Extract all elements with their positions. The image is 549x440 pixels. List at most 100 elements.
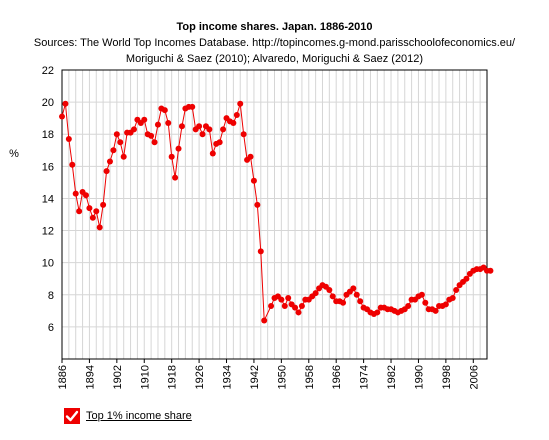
data-point [69,161,76,168]
data-point [100,201,107,208]
legend-label[interactable]: Top 1% income share [86,410,192,422]
data-point [340,299,347,306]
x-tick-label: 2006 [468,365,480,389]
x-tick-label: 1934 [222,365,234,389]
data-point [374,309,381,316]
data-point [96,224,103,231]
data-point [62,100,69,107]
data-point [110,147,117,154]
data-point [148,132,155,139]
x-tick-label: 1998 [441,365,453,389]
y-tick-label: 8 [48,290,54,302]
data-point [65,136,72,143]
data-point [89,214,96,221]
data-point [113,131,120,138]
data-point [353,291,360,298]
data-point [216,139,223,146]
data-point [76,208,83,215]
data-point [247,153,254,160]
data-point [292,304,299,311]
data-point [106,158,113,165]
x-axis: 1886 1894 1902 1910 1918 1926 1934 1942 1950 1958… [57,359,480,389]
x-tick-label: 1926 [194,365,206,389]
data-point [165,119,172,126]
data-point [120,153,127,160]
data-point [103,168,110,175]
data-point [141,116,148,123]
data-point [350,285,357,292]
chart-grid [61,69,488,360]
data-point [199,131,206,138]
data-point [453,286,460,293]
y-axis: 6 8 10 12 14 16 18 20 22 [42,65,54,334]
data-point [357,298,364,305]
data-point [130,126,137,133]
data-point [86,205,93,212]
data-point [442,301,449,308]
data-point [161,107,168,114]
data-point [312,290,319,297]
data-point [261,317,268,324]
data-point [117,139,124,146]
y-tick-label: 6 [48,322,54,334]
y-tick-label: 16 [42,161,54,173]
data-point [209,150,216,157]
x-tick-label: 1990 [413,365,425,389]
y-tick-label: 14 [42,193,54,205]
data-point [59,113,65,120]
x-tick-label: 1974 [359,365,371,389]
x-tick-label: 1966 [331,365,343,389]
data-point [268,303,275,310]
series-line [61,103,491,321]
y-tick-label: 22 [42,65,54,77]
legend-checkbox-icon[interactable] [64,408,80,424]
data-point [151,139,158,146]
data-point [196,123,203,130]
data-point [154,121,161,128]
plot-area-border [61,69,488,360]
data-point [285,294,292,301]
data-point [230,119,237,126]
data-point [237,100,244,107]
legend[interactable]: Top 1% income share [64,406,192,426]
y-axis-label: % [9,148,19,160]
data-point [82,192,89,199]
data-point [172,174,179,181]
x-tick-label: 1918 [167,365,179,389]
data-point [257,248,264,255]
x-tick-label: 1982 [386,365,398,389]
data-point [405,303,412,310]
x-tick-label: 1910 [139,365,151,389]
data-point [418,291,425,298]
x-tick-label: 1942 [249,365,261,389]
data-point [422,299,429,306]
data-point [93,208,100,215]
data-point [250,177,257,184]
data-point [206,126,213,133]
chart-title: Top income shares. Japan. 1886-2010 [176,21,373,33]
data-point [240,131,247,138]
data-point [175,145,182,152]
data-point [72,190,79,197]
data-point [233,111,240,118]
data-point [449,294,456,301]
y-tick-label: 18 [42,129,54,141]
chart-subtitle-authors: Moriguchi & Saez (2010); Alvaredo, Morig… [125,53,424,65]
data-point [178,123,185,130]
data-point [168,153,175,160]
data-point [278,296,285,303]
data-point [329,293,336,300]
data-point [254,201,261,208]
x-tick-label: 1902 [112,365,124,389]
x-tick-label: 1886 [57,365,69,389]
series-group [59,100,494,324]
data-point [298,303,305,310]
data-point [487,267,494,274]
y-tick-label: 10 [42,258,54,270]
data-point [326,286,333,293]
x-tick-label: 1894 [84,365,96,389]
data-point [432,307,439,314]
y-tick-label: 12 [42,226,54,238]
data-point [295,309,302,316]
